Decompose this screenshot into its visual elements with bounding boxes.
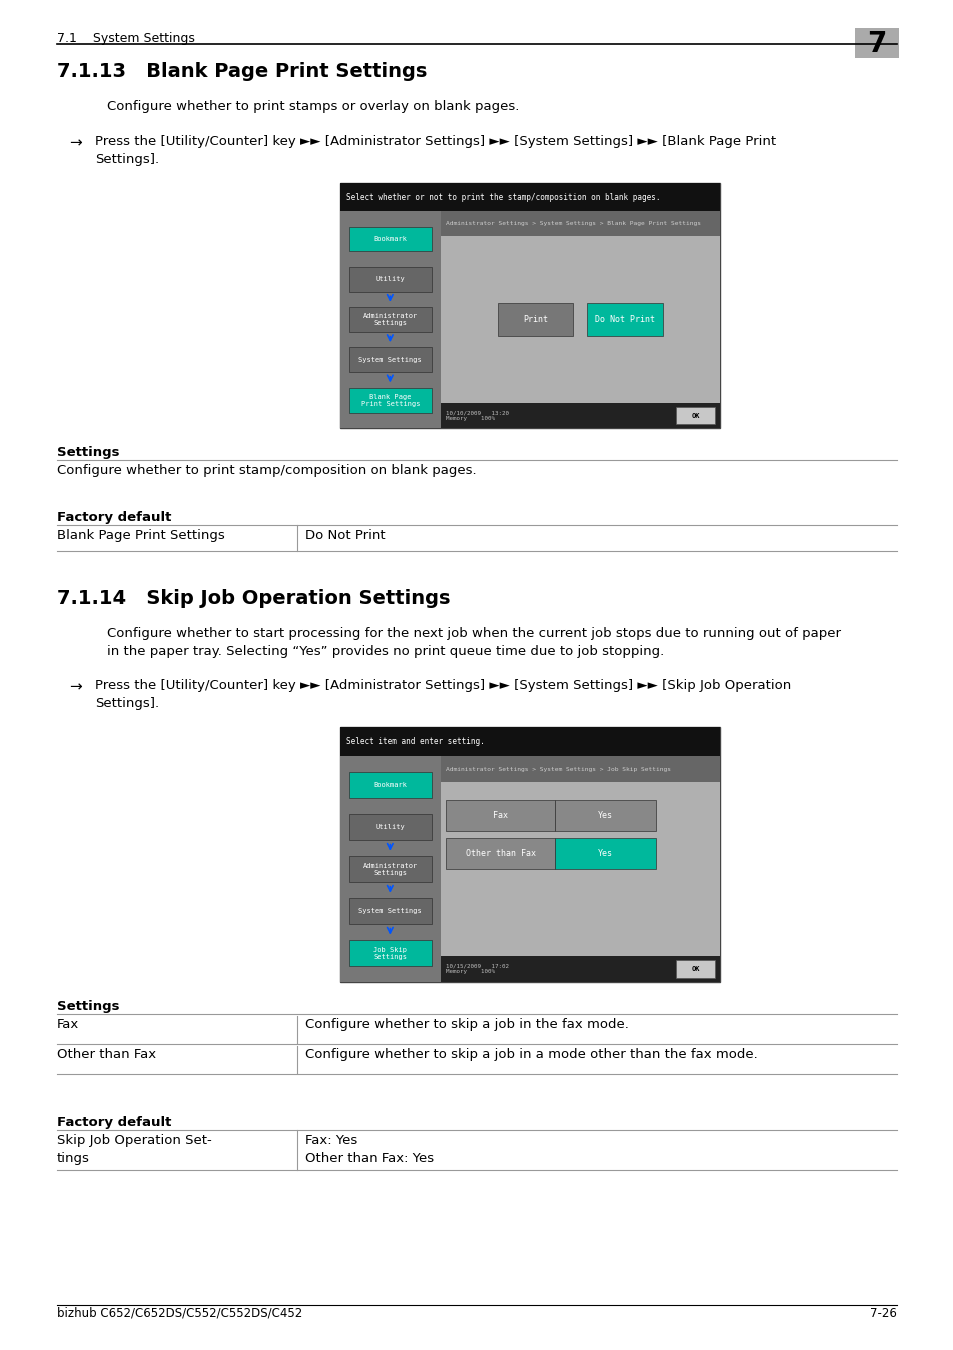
Bar: [339, 184, 720, 428]
Bar: [349, 898, 431, 925]
Text: 7.1.13   Blank Page Print Settings: 7.1.13 Blank Page Print Settings: [57, 62, 427, 81]
Bar: [446, 838, 555, 869]
Bar: [349, 387, 431, 413]
Bar: [349, 940, 431, 967]
Bar: [339, 211, 440, 428]
Bar: [587, 302, 662, 336]
Text: Blank Page
Print Settings: Blank Page Print Settings: [360, 394, 419, 406]
Bar: [675, 960, 714, 977]
Text: Fax: Fax: [57, 1018, 79, 1031]
Bar: [339, 728, 720, 756]
Text: Fax: Yes: Fax: Yes: [305, 1134, 356, 1148]
Text: Settings: Settings: [57, 446, 119, 459]
Text: Job Skip
Settings: Job Skip Settings: [373, 946, 407, 960]
Bar: [440, 756, 720, 782]
Text: 7.1.14   Skip Job Operation Settings: 7.1.14 Skip Job Operation Settings: [57, 589, 450, 608]
Bar: [555, 799, 655, 832]
Text: Yes: Yes: [598, 811, 613, 819]
Bar: [339, 184, 720, 211]
Bar: [349, 227, 431, 251]
Bar: [349, 347, 431, 373]
Bar: [446, 799, 555, 832]
Text: Print: Print: [522, 315, 548, 324]
Text: 10/10/2009   13:20
Memory    100%: 10/10/2009 13:20 Memory 100%: [445, 410, 508, 421]
Text: Other than Fax: Other than Fax: [57, 1048, 156, 1061]
Bar: [440, 211, 720, 236]
Bar: [339, 728, 720, 981]
Text: Other than Fax: Yes: Other than Fax: Yes: [305, 1152, 434, 1165]
Text: Configure whether to start processing for the next job when the current job stop: Configure whether to start processing fo…: [107, 626, 841, 640]
Text: Do Not Print: Do Not Print: [305, 529, 385, 541]
Text: System Settings: System Settings: [358, 909, 422, 914]
Text: Other than Fax: Other than Fax: [465, 849, 536, 859]
Text: Administrator Settings > System Settings > Job Skip Settings: Administrator Settings > System Settings…: [445, 767, 670, 772]
Bar: [675, 408, 714, 424]
Text: 7: 7: [866, 30, 885, 58]
Text: Configure whether to print stamp/composition on blank pages.: Configure whether to print stamp/composi…: [57, 464, 476, 477]
Text: Select item and enter setting.: Select item and enter setting.: [346, 737, 484, 747]
Text: Fax: Fax: [493, 811, 508, 819]
Text: Utility: Utility: [375, 277, 405, 282]
Text: Configure whether to print stamps or overlay on blank pages.: Configure whether to print stamps or ove…: [107, 100, 518, 113]
Text: OK: OK: [691, 967, 699, 972]
Text: Press the [Utility/Counter] key ►► [Administrator Settings] ►► [System Settings]: Press the [Utility/Counter] key ►► [Admi…: [95, 135, 776, 148]
Text: Settings].: Settings].: [95, 697, 159, 710]
Text: 10/15/2009   17:02
Memory    100%: 10/15/2009 17:02 Memory 100%: [445, 964, 508, 975]
Bar: [440, 236, 720, 404]
Text: Configure whether to skip a job in the fax mode.: Configure whether to skip a job in the f…: [305, 1018, 628, 1031]
Text: Blank Page Print Settings: Blank Page Print Settings: [57, 529, 225, 541]
Bar: [339, 756, 440, 981]
Text: Administrator
Settings: Administrator Settings: [362, 313, 417, 327]
Bar: [854, 28, 898, 58]
Text: Yes: Yes: [598, 849, 613, 859]
Text: Factory default: Factory default: [57, 512, 172, 524]
Text: 7-26: 7-26: [869, 1307, 896, 1320]
Text: System Settings: System Settings: [358, 356, 422, 363]
Bar: [349, 306, 431, 332]
Bar: [349, 772, 431, 798]
Bar: [440, 956, 720, 981]
Text: →: →: [69, 679, 82, 694]
Bar: [497, 302, 573, 336]
Text: Bookmark: Bookmark: [373, 782, 407, 788]
Text: Bookmark: Bookmark: [373, 236, 407, 242]
Text: OK: OK: [691, 413, 699, 418]
Bar: [349, 814, 431, 840]
Text: in the paper tray. Selecting “Yes” provides no print queue time due to job stopp: in the paper tray. Selecting “Yes” provi…: [107, 645, 663, 657]
Bar: [349, 856, 431, 882]
Text: Administrator Settings > System Settings > Blank Page Print Settings: Administrator Settings > System Settings…: [445, 221, 700, 227]
Text: Settings: Settings: [57, 1000, 119, 1012]
Text: bizhub C652/C652DS/C552/C552DS/C452: bizhub C652/C652DS/C552/C552DS/C452: [57, 1307, 302, 1320]
Text: Press the [Utility/Counter] key ►► [Administrator Settings] ►► [System Settings]: Press the [Utility/Counter] key ►► [Admi…: [95, 679, 790, 693]
Text: Utility: Utility: [375, 825, 405, 830]
Bar: [555, 838, 655, 869]
Bar: [440, 782, 720, 956]
Text: 7.1    System Settings: 7.1 System Settings: [57, 32, 194, 45]
Text: Factory default: Factory default: [57, 1116, 172, 1129]
Text: Settings].: Settings].: [95, 153, 159, 166]
Text: tings: tings: [57, 1152, 90, 1165]
Bar: [440, 404, 720, 428]
Text: Configure whether to skip a job in a mode other than the fax mode.: Configure whether to skip a job in a mod…: [305, 1048, 757, 1061]
Text: Do Not Print: Do Not Print: [595, 315, 655, 324]
Text: →: →: [69, 135, 82, 150]
Text: Administrator
Settings: Administrator Settings: [362, 863, 417, 876]
Text: Skip Job Operation Set-: Skip Job Operation Set-: [57, 1134, 212, 1148]
Text: Select whether or not to print the stamp/composition on blank pages.: Select whether or not to print the stamp…: [346, 193, 659, 201]
Bar: [349, 267, 431, 292]
